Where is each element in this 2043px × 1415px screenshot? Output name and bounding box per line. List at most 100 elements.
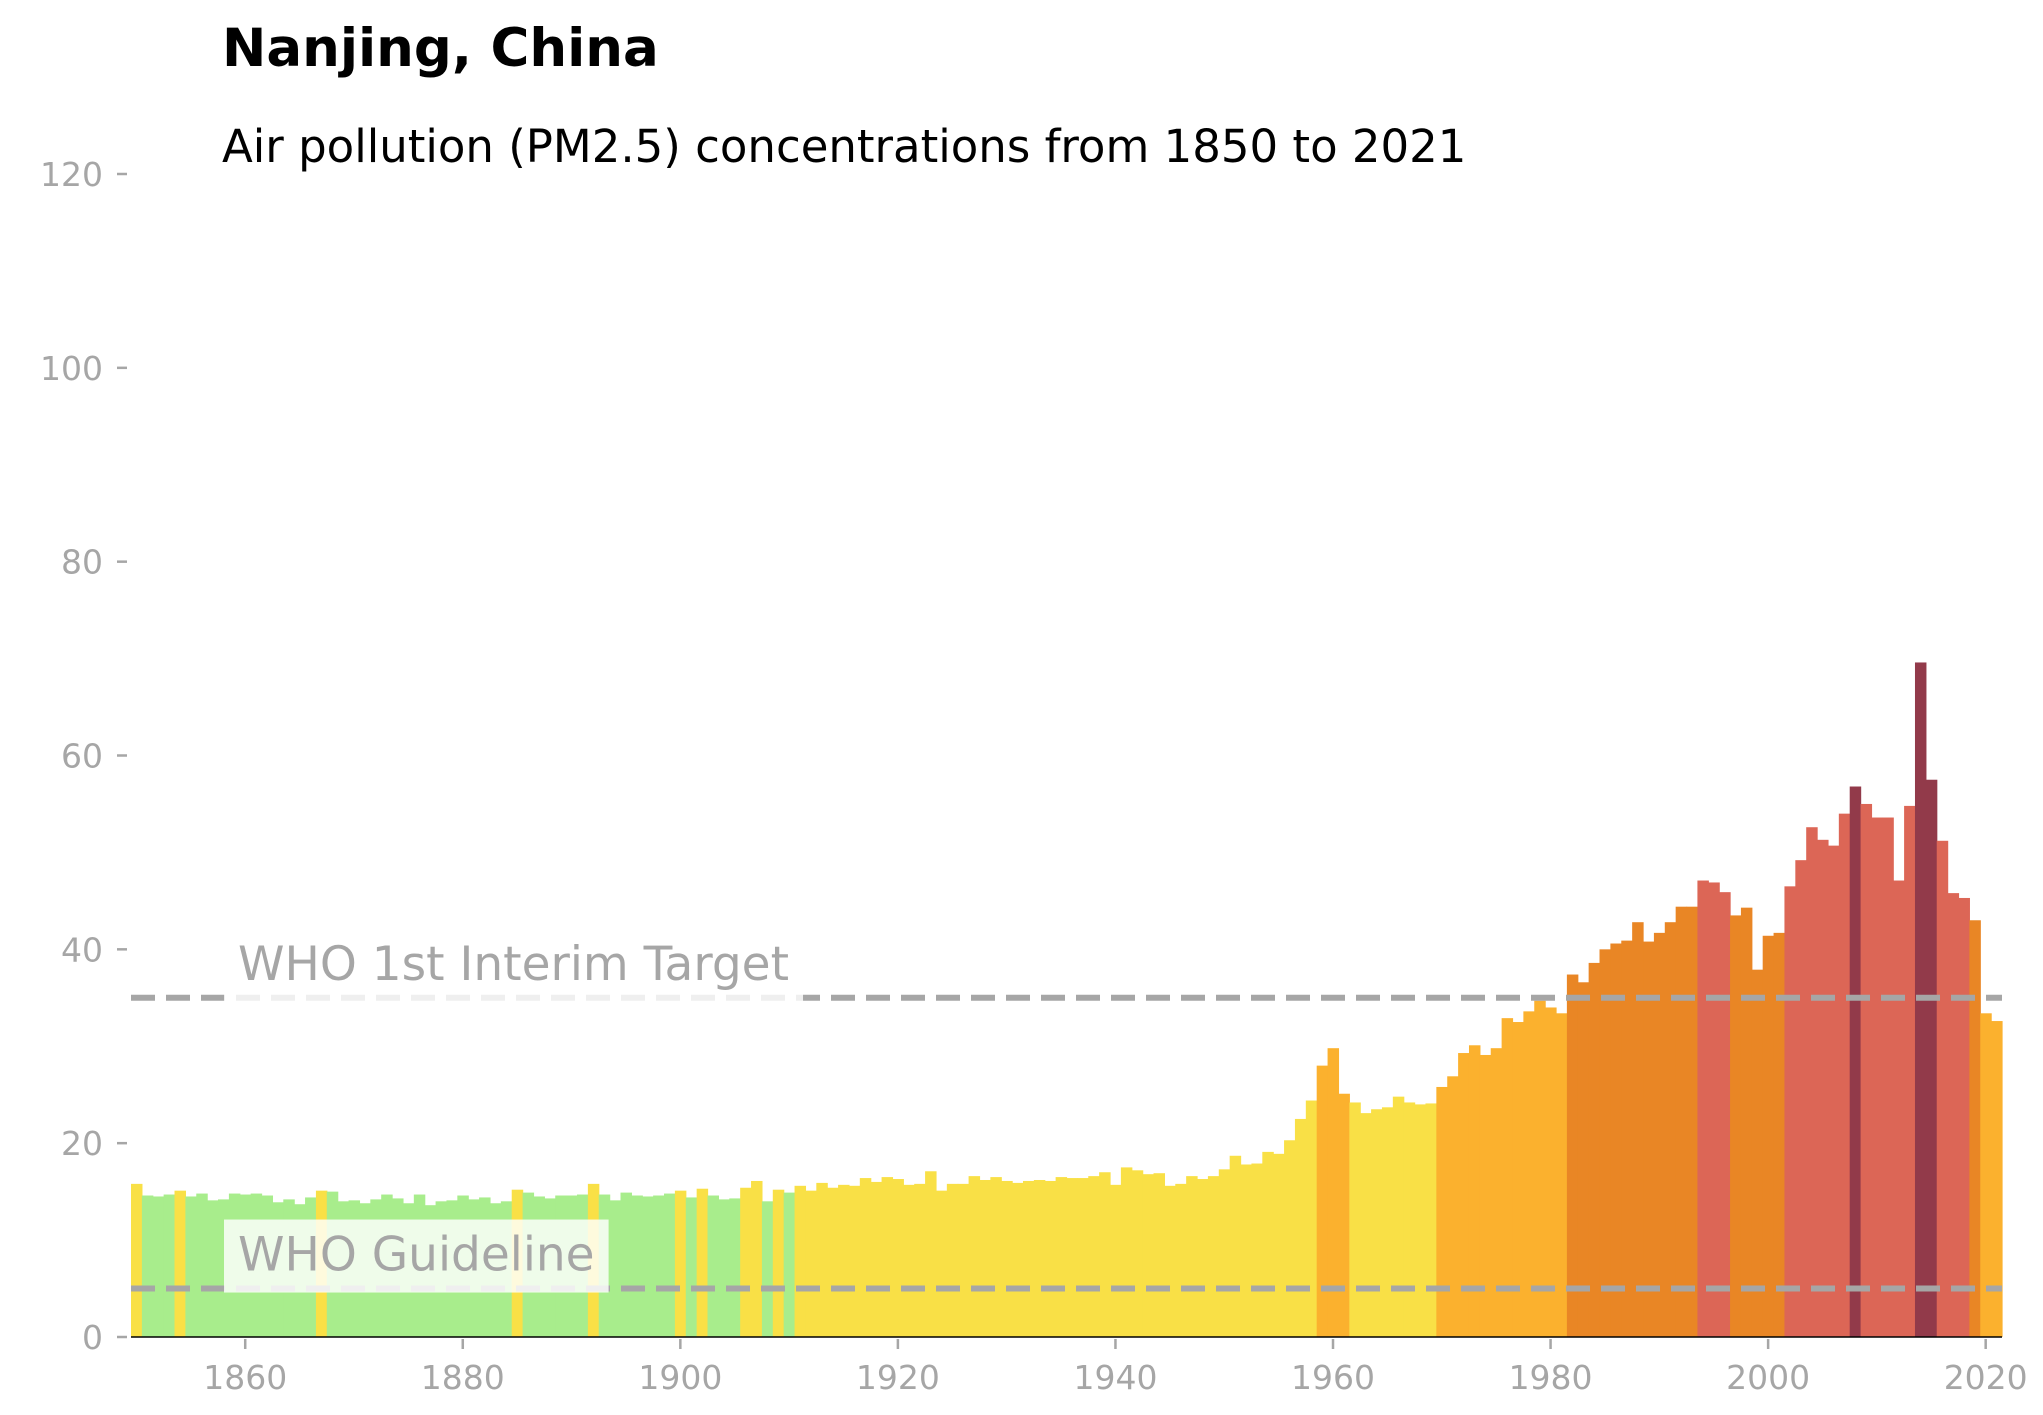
- bar-2003: [1795, 860, 1807, 1337]
- bar-1968: [1414, 1104, 1427, 1337]
- x-tick-label-2000: 2000: [1726, 1358, 1810, 1397]
- y-tick-label-0: 0: [82, 1318, 103, 1357]
- bar-1986: [1610, 943, 1622, 1337]
- bar-1979: [1534, 1000, 1546, 1337]
- bar-1930: [1001, 1180, 1013, 1337]
- bar-2010: [1871, 817, 1883, 1337]
- bar-1928: [979, 1179, 991, 1337]
- bar-1983: [1577, 982, 1590, 1337]
- chart-title: Nanjing, China: [222, 18, 659, 79]
- bar-1989: [1643, 941, 1655, 1337]
- bar-1933: [1033, 1179, 1046, 1337]
- bar-1993: [1686, 906, 1699, 1337]
- bar-1961: [1338, 1093, 1350, 1337]
- bar-1926: [957, 1183, 970, 1337]
- bar-1988: [1632, 922, 1644, 1337]
- bar-1944: [1153, 1173, 1166, 1337]
- bar-1943: [1142, 1174, 1155, 1337]
- bar-1977: [1512, 1022, 1524, 1337]
- bar-1964: [1371, 1109, 1383, 1337]
- bar-2021: [1991, 1021, 2003, 1337]
- bar-1947: [1186, 1176, 1198, 1337]
- y-tick-label-100: 100: [40, 349, 103, 388]
- bar-1923: [925, 1171, 937, 1337]
- axes-group: 0 20 40 60 80 100 120 1860 1880 1900 1920 1940 1960 1…: [40, 155, 2028, 1397]
- bar-1920: [892, 1179, 904, 1337]
- y-tick-label-20: 20: [61, 1124, 103, 1163]
- bar-1919: [881, 1177, 894, 1337]
- bar-1932: [1022, 1180, 1035, 1337]
- bar-1918: [870, 1181, 883, 1337]
- bar-1991: [1664, 922, 1677, 1337]
- bar-1955: [1273, 1153, 1285, 1337]
- bar-1951: [1229, 1155, 1242, 1337]
- reference-line-label-bg-0: [224, 928, 804, 1002]
- bar-1981: [1556, 1013, 1568, 1337]
- y-tick-label-40: 40: [61, 930, 103, 969]
- bar-1985: [1599, 949, 1611, 1337]
- bar-1973: [1468, 1045, 1481, 1337]
- bar-2019: [1969, 920, 1981, 1337]
- bar-1898: [653, 1195, 665, 1337]
- bar-2009: [1860, 803, 1873, 1337]
- bar-1953: [1251, 1163, 1263, 1337]
- bar-1857: [207, 1200, 219, 1337]
- bar-1897: [642, 1196, 654, 1337]
- bar-2007: [1838, 813, 1851, 1337]
- bar-1987: [1621, 940, 1633, 1337]
- bar-1934: [1044, 1180, 1057, 1337]
- bar-2008: [1849, 786, 1862, 1337]
- bar-2013: [1904, 805, 1916, 1337]
- bar-1906: [740, 1187, 752, 1337]
- bar-1904: [718, 1199, 730, 1337]
- bar-1990: [1653, 932, 1666, 1337]
- reference-lines-group: WHO 1st Interim Target WHO Guideline: [131, 928, 2002, 1293]
- x-tick-label-1980: 1980: [1509, 1358, 1593, 1397]
- bar-1939: [1099, 1172, 1111, 1337]
- bar-1982: [1566, 974, 1579, 1337]
- bar-1924: [935, 1190, 948, 1337]
- bar-1925: [946, 1183, 959, 1337]
- bar-1945: [1164, 1185, 1176, 1337]
- bar-1907: [751, 1180, 763, 1337]
- bar-1850: [131, 1183, 143, 1337]
- bar-1851: [141, 1195, 154, 1337]
- x-tick-label-1880: 1880: [421, 1358, 505, 1397]
- bar-1942: [1131, 1170, 1144, 1337]
- bar-1916: [848, 1185, 861, 1337]
- bar-1935: [1055, 1177, 1068, 1337]
- x-tick-label-1960: 1960: [1291, 1358, 1375, 1397]
- bar-1995: [1708, 882, 1720, 1337]
- y-tick-label-120: 120: [40, 155, 103, 194]
- bar-1965: [1381, 1107, 1394, 1337]
- bar-1960: [1327, 1048, 1340, 1337]
- bar-1929: [990, 1177, 1002, 1337]
- bar-1954: [1262, 1151, 1274, 1337]
- bar-1959: [1316, 1065, 1329, 1337]
- bar-1899: [664, 1193, 676, 1337]
- reference-line-label-bg-1: [224, 1219, 609, 1293]
- bar-2004: [1806, 827, 1818, 1337]
- bar-1917: [859, 1178, 872, 1337]
- x-tick-label-1860: 1860: [203, 1358, 287, 1397]
- bar-1972: [1458, 1053, 1470, 1337]
- bar-1969: [1425, 1103, 1437, 1337]
- bar-1950: [1218, 1169, 1231, 1337]
- bar-1956: [1284, 1140, 1296, 1337]
- bar-1901: [685, 1197, 698, 1337]
- bar-1913: [816, 1182, 828, 1337]
- bar-1994: [1697, 880, 1709, 1337]
- bar-2005: [1817, 839, 1829, 1337]
- bar-1855: [185, 1196, 197, 1337]
- bar-1910: [783, 1192, 796, 1337]
- bar-1984: [1588, 962, 1601, 1337]
- bar-2016: [1936, 840, 1949, 1337]
- bar-1894: [609, 1200, 622, 1337]
- x-tick-label-1940: 1940: [1073, 1358, 1157, 1397]
- bar-1853: [163, 1194, 176, 1337]
- bar-1858: [218, 1199, 230, 1337]
- bar-1996: [1719, 892, 1731, 1337]
- bar-1957: [1294, 1118, 1307, 1337]
- bar-1903: [707, 1195, 720, 1337]
- bar-1992: [1675, 906, 1688, 1337]
